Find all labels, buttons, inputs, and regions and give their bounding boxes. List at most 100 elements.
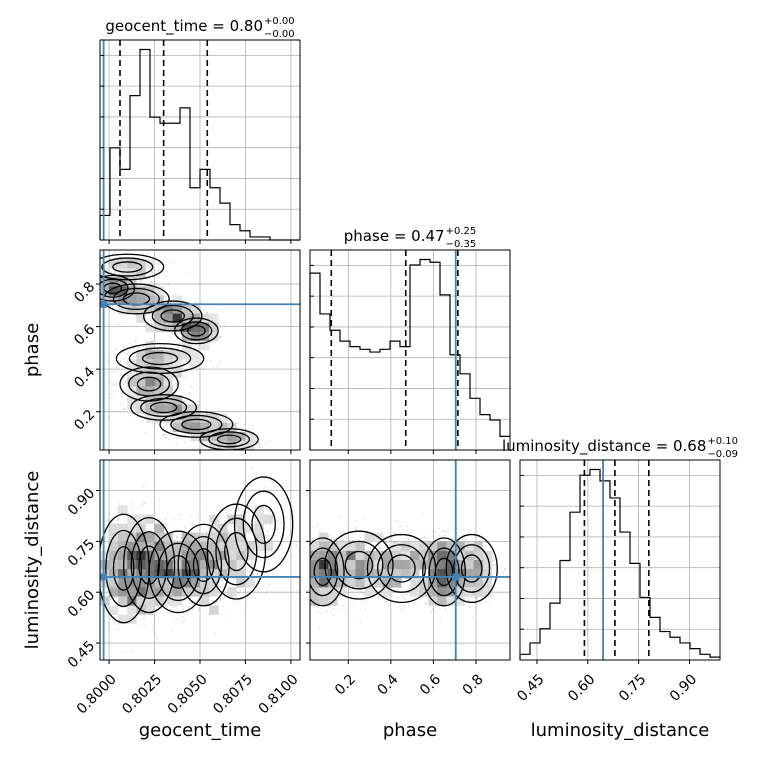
sample-point <box>200 444 203 447</box>
hist-bin <box>340 341 350 450</box>
sample-point <box>142 485 145 488</box>
density-cell <box>145 605 155 615</box>
sample-point <box>205 311 208 314</box>
sample-point <box>206 312 208 314</box>
density-cell <box>127 395 137 405</box>
sample-point <box>263 485 266 488</box>
sample-point <box>175 431 178 434</box>
contour-line <box>138 545 160 585</box>
sample-point <box>219 359 221 362</box>
hist-bin <box>220 203 230 240</box>
density-cell <box>163 596 174 606</box>
sample-point <box>122 373 125 375</box>
truth-marker <box>100 300 108 308</box>
density-cell <box>118 587 128 597</box>
sample-point <box>290 555 292 557</box>
density-cell <box>236 560 246 570</box>
sample-point <box>199 447 201 449</box>
density-cell <box>245 578 255 588</box>
density-cell <box>163 377 174 387</box>
density-cell <box>118 505 128 515</box>
sample-point <box>251 423 254 426</box>
sample-point <box>114 272 117 275</box>
hist-bin <box>100 215 110 240</box>
hist-bin <box>360 349 370 450</box>
density-cell <box>127 532 137 543</box>
density-cell <box>236 569 246 579</box>
sample-point <box>115 384 118 387</box>
density-cell <box>118 560 128 570</box>
sample-point <box>126 352 129 355</box>
density-cell <box>172 368 183 378</box>
contour-line <box>177 523 230 607</box>
sample-point <box>212 600 214 603</box>
panel-title-text: luminosity_distance = 0.68 <box>502 437 706 456</box>
sample-point <box>184 434 186 436</box>
sample-point <box>215 601 218 604</box>
sample-point <box>302 595 304 597</box>
panel-title-text: phase = 0.47 <box>344 227 445 245</box>
density-cell <box>127 268 137 278</box>
sample-point <box>200 355 203 358</box>
sample-point <box>245 605 248 608</box>
sample-point <box>131 351 134 354</box>
density-cell <box>236 578 246 588</box>
density-cell <box>209 313 219 324</box>
sample-point <box>114 252 116 255</box>
density-cell <box>127 368 137 378</box>
hist-bin <box>680 643 690 660</box>
density-cell <box>100 560 110 570</box>
sample-point <box>203 309 206 312</box>
sample-point <box>118 323 121 326</box>
density-cell <box>145 532 155 543</box>
sample-point <box>326 610 328 613</box>
density-cell <box>172 304 183 314</box>
sample-point <box>94 284 96 286</box>
sample-point <box>276 520 279 523</box>
sample-point <box>196 513 199 516</box>
contour-line <box>170 414 223 435</box>
sample-point <box>113 271 116 273</box>
density-cell <box>190 431 201 442</box>
sample-point <box>153 283 156 286</box>
sample-point <box>264 441 267 444</box>
panel-title-minus: −0.09 <box>707 449 738 460</box>
sample-point <box>112 370 115 373</box>
density-cell <box>163 413 174 424</box>
hist-bin <box>670 637 680 660</box>
density-cell <box>127 523 137 534</box>
sample-point <box>307 575 309 577</box>
sample-point <box>184 440 187 443</box>
sample-point <box>217 309 220 311</box>
density-cell <box>200 331 210 342</box>
density-cell <box>209 605 219 615</box>
sample-point <box>108 416 111 418</box>
sample-point <box>171 338 173 340</box>
contour-line <box>112 261 143 273</box>
density-cell <box>109 259 119 269</box>
density-cell <box>200 560 210 570</box>
sample-point <box>182 616 184 618</box>
sample-point <box>144 625 147 628</box>
sample-point <box>115 509 118 511</box>
density-cell <box>209 422 219 433</box>
sample-point <box>112 390 115 393</box>
sample-point <box>133 339 136 342</box>
contour-line <box>136 376 162 392</box>
density-cell <box>154 359 164 369</box>
density-cell <box>172 359 183 369</box>
density-cell <box>109 587 119 597</box>
sample-point <box>231 452 233 454</box>
sample-point <box>178 342 181 344</box>
density-cell <box>172 313 183 324</box>
sample-point <box>307 570 309 572</box>
sample-point <box>188 391 191 394</box>
truth-marker <box>100 573 108 581</box>
2d-panel-geocent_time-luminosity_distance <box>96 459 301 664</box>
density-cell <box>227 569 237 579</box>
density-cell <box>190 587 201 597</box>
density-cell <box>145 295 155 305</box>
density-cell <box>145 413 155 424</box>
density-cell <box>136 295 146 305</box>
density-cell <box>145 587 155 597</box>
